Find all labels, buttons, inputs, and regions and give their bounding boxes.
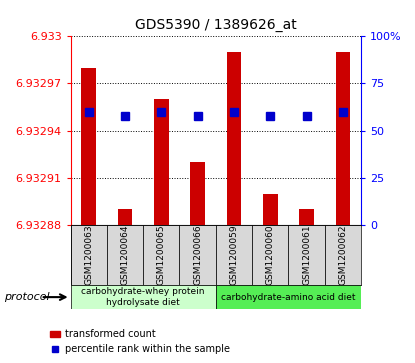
Bar bbox=[71, 285, 216, 309]
Text: carbohydrate-whey protein
hydrolysate diet: carbohydrate-whey protein hydrolysate di… bbox=[81, 287, 205, 307]
Text: GSM1200063: GSM1200063 bbox=[84, 225, 93, 285]
Bar bbox=[288, 225, 325, 285]
Text: GSM1200064: GSM1200064 bbox=[120, 225, 129, 285]
Bar bbox=[216, 225, 252, 285]
Bar bbox=[179, 225, 216, 285]
Legend: transformed count, percentile rank within the sample: transformed count, percentile rank withi… bbox=[46, 326, 234, 358]
Text: GSM1200060: GSM1200060 bbox=[266, 225, 275, 285]
Bar bbox=[263, 193, 278, 225]
Bar bbox=[299, 209, 314, 225]
Text: carbohydrate-amino acid diet: carbohydrate-amino acid diet bbox=[221, 293, 356, 302]
Bar bbox=[216, 285, 361, 309]
Bar bbox=[227, 52, 241, 225]
Bar bbox=[118, 209, 132, 225]
Text: GSM1200061: GSM1200061 bbox=[302, 225, 311, 285]
Text: protocol: protocol bbox=[4, 292, 50, 302]
Text: GSM1200059: GSM1200059 bbox=[229, 225, 239, 285]
Text: GSM1200062: GSM1200062 bbox=[338, 225, 347, 285]
Bar bbox=[143, 225, 179, 285]
Bar bbox=[154, 99, 168, 225]
Bar bbox=[252, 225, 288, 285]
Title: GDS5390 / 1389626_at: GDS5390 / 1389626_at bbox=[135, 19, 297, 33]
Bar bbox=[81, 68, 96, 225]
Bar bbox=[336, 52, 350, 225]
Bar bbox=[71, 225, 107, 285]
Bar bbox=[190, 162, 205, 225]
Text: GSM1200066: GSM1200066 bbox=[193, 225, 202, 285]
Text: GSM1200065: GSM1200065 bbox=[157, 225, 166, 285]
Bar bbox=[107, 225, 143, 285]
Bar bbox=[325, 225, 361, 285]
